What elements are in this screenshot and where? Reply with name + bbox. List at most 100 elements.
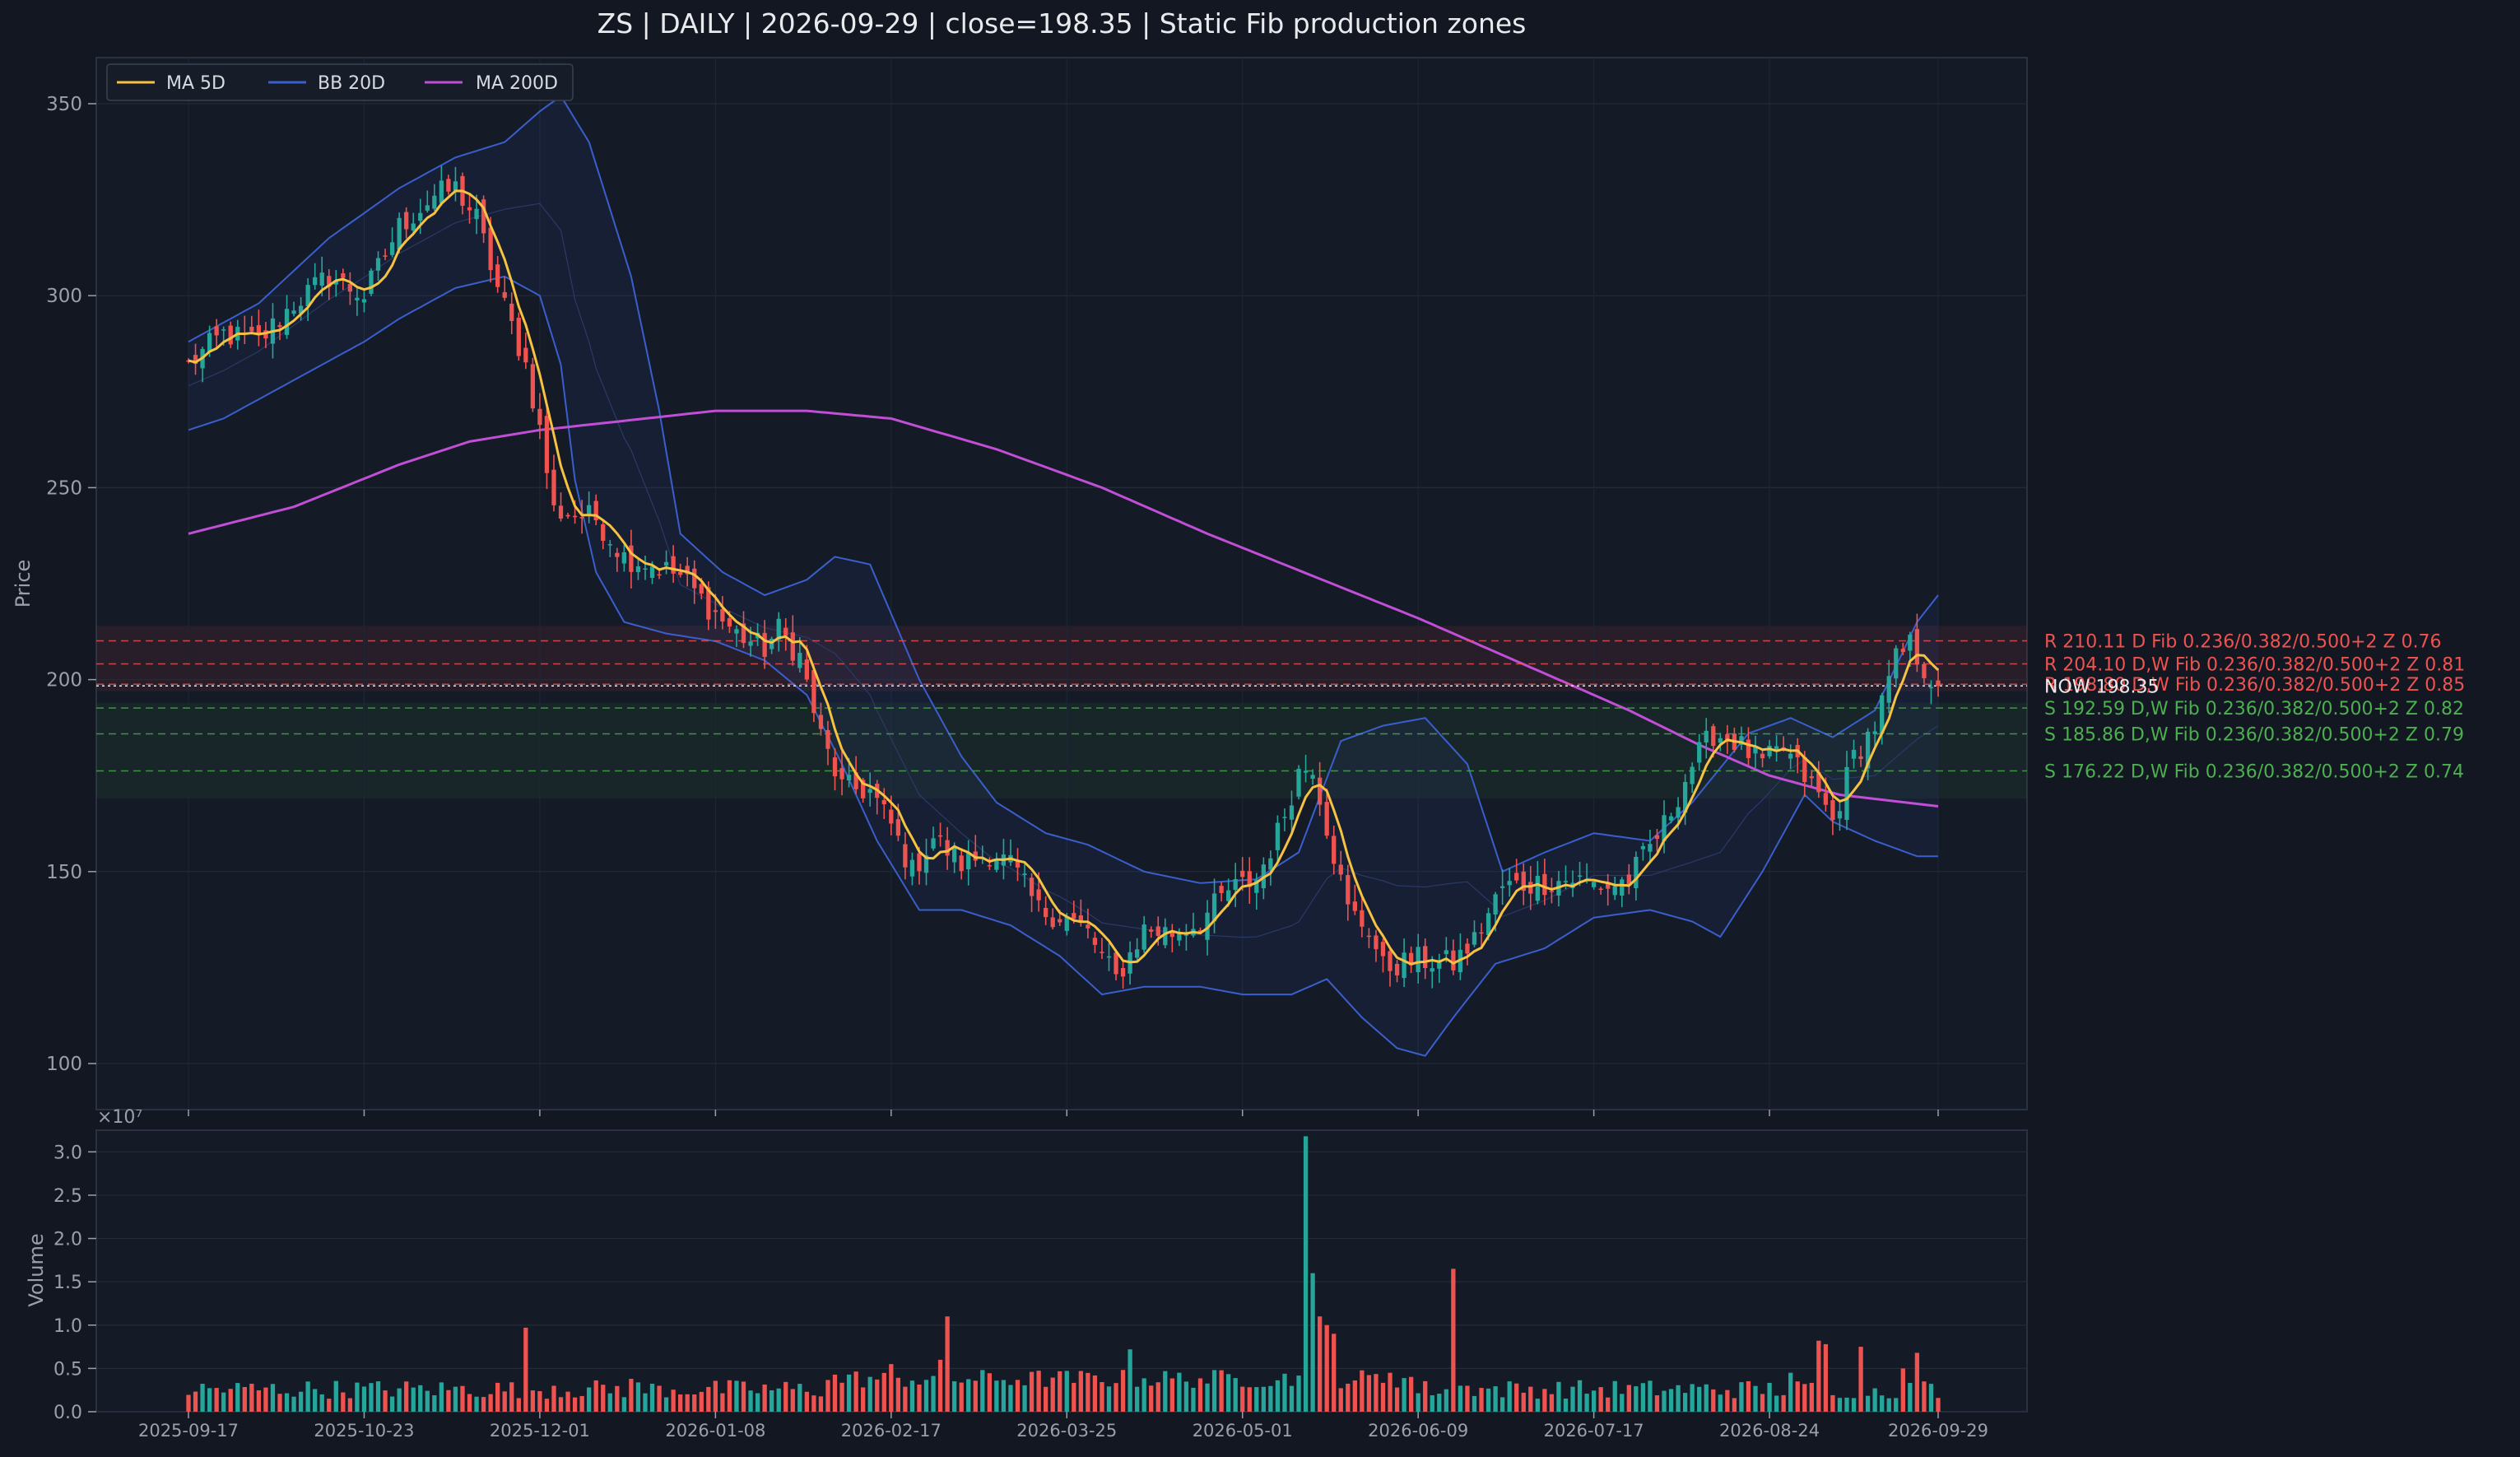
candle-body: [502, 291, 507, 298]
candle-body: [790, 632, 795, 661]
volume-bar: [923, 1380, 929, 1412]
candle-body: [1086, 924, 1090, 929]
candle-body: [488, 227, 493, 271]
candle-body: [1352, 901, 1357, 911]
candle-body: [1634, 856, 1639, 888]
volume-bar: [1001, 1380, 1007, 1412]
volume-bar: [1472, 1395, 1477, 1412]
volume-bar: [1225, 1374, 1231, 1412]
candle-body: [397, 217, 402, 250]
candle-body: [903, 844, 908, 868]
volume-bar: [1816, 1340, 1821, 1412]
volume-bar: [1928, 1384, 1934, 1412]
volume-bar: [1725, 1390, 1730, 1412]
candle-body: [1844, 766, 1849, 820]
date-tick-label: 2026-03-25: [1016, 1421, 1117, 1441]
candle-body: [1423, 946, 1428, 969]
volume-tick-label: 1.5: [53, 1273, 82, 1293]
volume-bar: [1922, 1381, 1927, 1412]
candle-body: [762, 632, 767, 658]
candle-body: [516, 317, 521, 356]
volume-bar: [1064, 1371, 1069, 1412]
zone-label: R 198.80 D,W Fib 0.236/0.382/0.500+2 Z 0…: [2044, 675, 2465, 696]
volume-bar: [1872, 1388, 1877, 1412]
candle-body: [375, 258, 381, 271]
volume-bar: [635, 1382, 641, 1412]
volume-bar: [776, 1388, 781, 1412]
volume-bar: [663, 1397, 669, 1412]
candle-body: [1374, 935, 1379, 950]
volume-bar: [1163, 1371, 1168, 1412]
candle-body: [1865, 731, 1871, 769]
volume-bar: [685, 1394, 690, 1412]
volume-bar: [1788, 1372, 1793, 1412]
volume-bar: [1451, 1268, 1456, 1412]
candle-body: [931, 838, 936, 849]
candle-body: [889, 809, 894, 824]
volume-bar: [889, 1364, 894, 1412]
volume-panel: [95, 1129, 2028, 1413]
volume-bar: [1767, 1382, 1772, 1412]
volume-bar: [1682, 1393, 1688, 1412]
volume-bar: [1485, 1388, 1491, 1412]
volume-axis-label: Volume: [25, 1233, 48, 1306]
volume-bar: [1697, 1386, 1702, 1412]
volume-bar: [909, 1380, 915, 1412]
candle-body: [537, 408, 542, 426]
candle-body: [861, 780, 866, 798]
legend-box: [106, 63, 574, 101]
volume-bar: [1015, 1380, 1021, 1412]
candle-body: [277, 324, 282, 328]
volume-bar: [1711, 1389, 1716, 1412]
candle-body: [361, 299, 367, 303]
volume-bar: [1029, 1371, 1035, 1412]
candle-body: [1648, 844, 1653, 852]
volume-bar: [601, 1385, 606, 1412]
price-tick-label: 250: [46, 477, 82, 499]
volume-bar: [1317, 1316, 1323, 1412]
candle-body: [207, 333, 212, 353]
ma200-line: [188, 409, 1939, 808]
volume-bar: [284, 1393, 290, 1412]
candle-body: [699, 584, 704, 594]
candle-body: [1197, 930, 1203, 932]
candle-body: [579, 517, 584, 519]
candle-body: [1058, 919, 1062, 923]
price-tick-label: 300: [46, 286, 82, 307]
volume-bar: [1100, 1382, 1104, 1412]
volume-bar: [249, 1383, 254, 1412]
candle-body: [544, 416, 550, 473]
now-label: NOW 198.35: [2044, 677, 2160, 697]
candle-body: [1177, 933, 1182, 941]
volume-bar: [720, 1393, 725, 1412]
candle-body: [228, 325, 233, 345]
candle-body: [221, 329, 226, 331]
candle-body: [741, 623, 746, 644]
volume-bar: [1394, 1387, 1400, 1412]
volume-bar: [1563, 1399, 1569, 1412]
candle-body: [1499, 886, 1505, 888]
volume-bar: [277, 1394, 282, 1412]
volume-bar: [1858, 1347, 1863, 1412]
volume-bar: [861, 1387, 866, 1412]
volume-bar: [404, 1381, 409, 1412]
volume-bar: [207, 1388, 212, 1412]
candle-body: [1268, 858, 1273, 870]
volume-bar: [200, 1384, 205, 1412]
volume-bar: [347, 1398, 353, 1412]
volume-bar: [1865, 1395, 1871, 1412]
volume-bar: [1549, 1394, 1555, 1412]
volume-bar: [298, 1391, 304, 1412]
zone-labels: R 210.11 D Fib 0.236/0.382/0.500+2 Z 0.7…: [2044, 631, 2465, 782]
candle-body: [663, 561, 669, 566]
candle-body: [1050, 917, 1055, 928]
volume-bar: [903, 1386, 908, 1412]
volume-bar: [1366, 1375, 1372, 1412]
zone-label: S 192.59 D,W Fib 0.236/0.382/0.500+2 Z 0…: [2044, 699, 2464, 719]
volume-bar: [305, 1381, 310, 1412]
candle-body: [1408, 952, 1414, 966]
candle-body: [748, 641, 753, 646]
candle-body: [1753, 746, 1758, 754]
volume-bar: [530, 1390, 536, 1412]
candle-body: [572, 515, 578, 518]
